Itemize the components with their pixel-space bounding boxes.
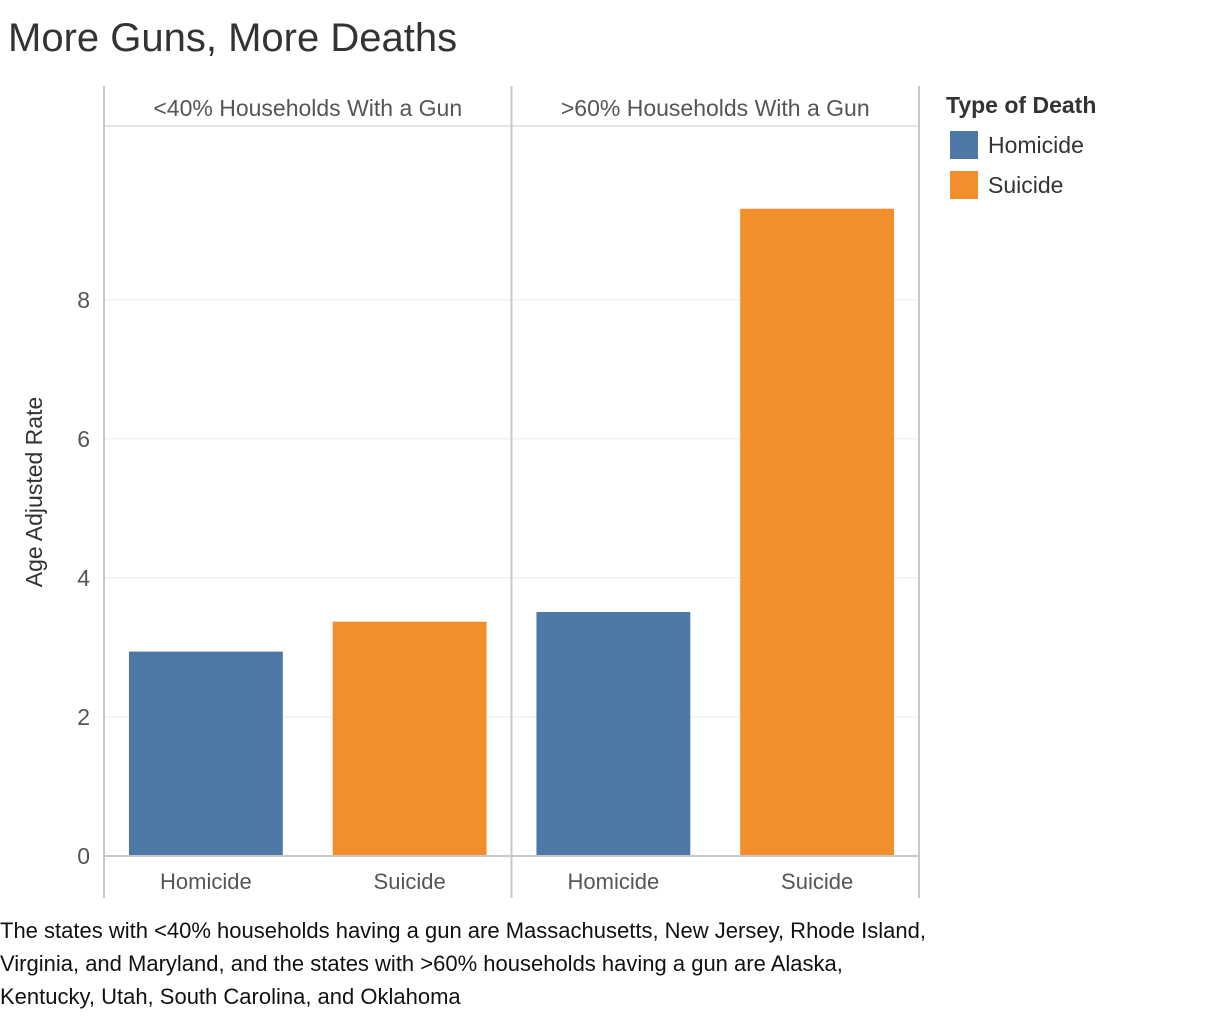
legend-label-suicide: Suicide [988,171,1064,198]
bar-homicide [128,651,283,856]
legend-swatch-homicide [950,131,978,159]
panel-header-label: <40% Households With a Gun [153,95,462,121]
legend-title: Type of Death [946,92,1097,118]
chart-title: More Guns, More Deaths [8,16,458,60]
chart-caption: The states with <40% households having a… [0,918,926,1009]
legend-swatch-suicide [950,171,978,199]
y-tick-label: 0 [77,843,90,869]
panel-header-label: >60% Households With a Gun [561,95,870,121]
chart-plot: <40% Households With a Gun >60% Household… [21,86,920,898]
x-tick-label: Suicide [781,869,853,894]
x-tick-label: Homicide [160,869,252,894]
y-tick-label: 2 [77,704,90,730]
y-tick-label: 8 [77,287,90,313]
y-tick-label: 4 [77,565,90,591]
legend: Type of Death Homicide Suicide [946,92,1096,205]
x-tick-label: Suicide [374,869,446,894]
bar-homicide [536,611,691,856]
y-axis-label: Age Adjusted Rate [21,397,47,588]
bar-suicide [332,621,487,856]
bar-suicide [740,208,895,856]
legend-label-homicide: Homicide [988,131,1084,158]
y-tick-label: 6 [77,426,90,452]
legend-item-suicide[interactable]: Suicide [946,165,1096,205]
legend-item-homicide[interactable]: Homicide [946,125,1096,165]
x-tick-label: Homicide [568,869,660,894]
